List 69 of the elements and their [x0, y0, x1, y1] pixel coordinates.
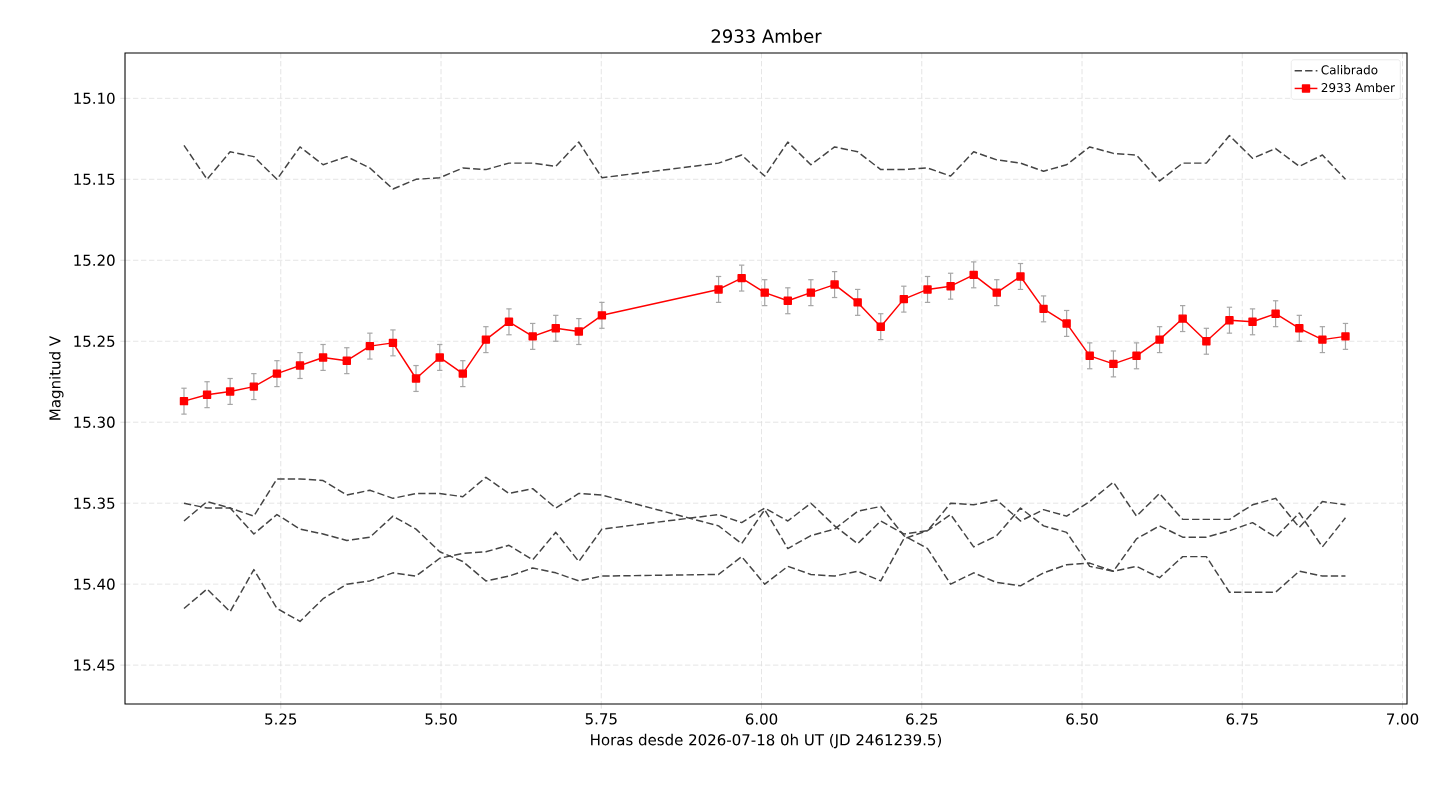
point — [435, 353, 444, 362]
chart-title: 2933 Amber — [711, 29, 822, 43]
point — [249, 382, 259, 391]
point — [295, 361, 305, 370]
legend-label: Calibrado — [1321, 65, 1378, 75]
point — [179, 396, 189, 406]
point — [528, 332, 537, 341]
x-tick-label: 6.25 — [906, 713, 938, 725]
y-tick-label: 15.40 — [74, 578, 115, 590]
x-tick-label: 7.00 — [1387, 713, 1419, 725]
y-tick-label: 15.15 — [74, 173, 115, 185]
point — [202, 390, 212, 399]
point — [1178, 314, 1187, 323]
x-tick-label: 6.00 — [745, 713, 778, 725]
point — [853, 298, 862, 307]
x-axis-title: Horas desde 2026-07-18 0h UT (JD 2461239.5) — [591, 733, 942, 749]
point — [1132, 351, 1141, 361]
point — [992, 288, 1001, 297]
legend-label: 2933 Amber — [1321, 82, 1395, 93]
point — [481, 335, 491, 344]
point — [1202, 337, 1211, 346]
point — [272, 369, 282, 378]
point — [1271, 309, 1280, 318]
line-series — [183, 134, 1347, 190]
point — [1039, 304, 1048, 314]
y-tick-label: 15.30 — [74, 416, 115, 428]
point — [806, 288, 816, 297]
point — [365, 341, 375, 351]
point — [1248, 317, 1257, 327]
point — [1341, 332, 1350, 341]
point — [342, 356, 351, 365]
y-tick-label: 15.35 — [74, 497, 115, 509]
x-tick-label: 5.25 — [265, 713, 297, 725]
y-tick-label: 15.45 — [74, 659, 115, 671]
point — [876, 322, 885, 331]
point — [1155, 335, 1164, 344]
point — [946, 281, 955, 291]
y-tick-label: 15.10 — [74, 92, 115, 105]
point — [1016, 272, 1025, 281]
point — [737, 273, 746, 283]
point — [923, 285, 932, 294]
x-tick-label: 6.50 — [1066, 713, 1098, 725]
point — [760, 288, 769, 297]
x-tick-label: 5.75 — [585, 713, 617, 725]
point — [411, 374, 421, 383]
point — [1085, 351, 1094, 361]
point — [597, 311, 607, 320]
point — [899, 294, 909, 304]
point — [714, 285, 723, 294]
y-tick-label: 15.25 — [74, 335, 115, 347]
point — [783, 296, 793, 305]
point — [225, 387, 235, 396]
point — [504, 317, 514, 327]
point — [1225, 315, 1234, 325]
point — [388, 338, 398, 348]
point — [1109, 359, 1118, 369]
point — [1318, 335, 1327, 344]
point — [551, 324, 560, 333]
point — [318, 353, 328, 362]
y-axis-title: Magnitud V — [49, 335, 64, 420]
x-tick-label: 6.75 — [1226, 713, 1258, 725]
point — [830, 280, 839, 289]
y-tick-label: 15.20 — [74, 254, 115, 266]
x-tick-label: 5.50 — [425, 713, 457, 725]
point — [458, 369, 468, 378]
point — [1295, 324, 1304, 333]
point — [1062, 319, 1071, 328]
point — [969, 270, 978, 280]
point — [574, 327, 584, 336]
